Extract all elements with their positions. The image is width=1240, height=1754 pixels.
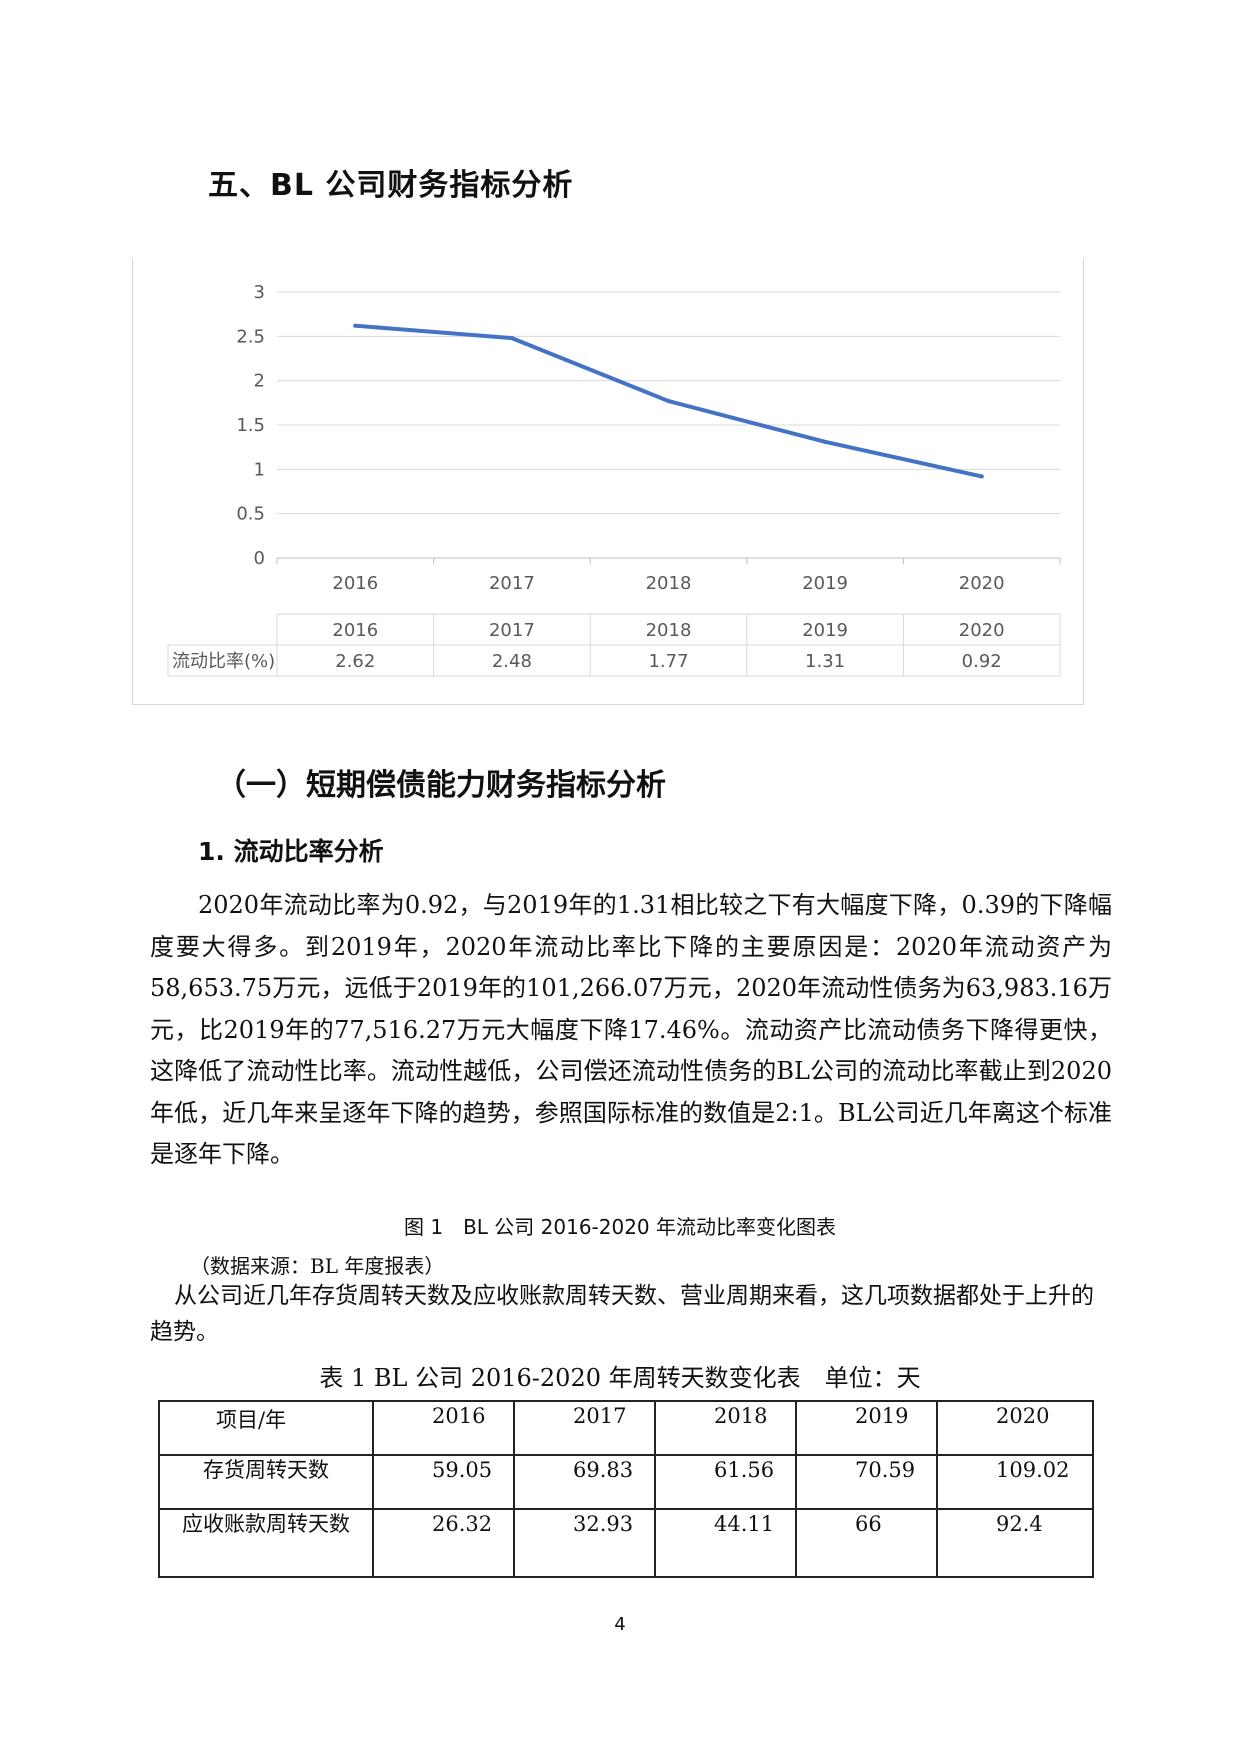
- turnover-days-table: 项目/年 2016 2017 2018 2019 2020 存货周转天数 59.…: [158, 1400, 1094, 1578]
- data-table-value: 1.31: [805, 651, 845, 672]
- data-table-value: 2.48: [492, 651, 532, 672]
- table-header-cell: 2019: [795, 1400, 938, 1456]
- table-cell: 66: [795, 1508, 938, 1578]
- table-cell: 59.05: [372, 1454, 515, 1510]
- y-tick-label: 0.5: [236, 504, 265, 525]
- figure-caption: 图 1 BL 公司 2016-2020 年流动比率变化图表: [403, 1215, 837, 1239]
- table-header-cell: 2016: [372, 1400, 515, 1456]
- analysis-paragraph: 从公司近几年存货周转天数及应收账款周转天数、营业周期来看，这几项数据都处于上升的…: [150, 1278, 1110, 1350]
- section-title: 五、BL 公司财务指标分析: [208, 168, 574, 203]
- table-header-row: 项目/年 2016 2017 2018 2019 2020: [158, 1400, 1094, 1456]
- y-tick-label: 1.5: [236, 415, 265, 436]
- analysis-paragraph-text: 从公司近几年存货周转天数及应收账款周转天数、营业周期来看，这几项数据都处于上升的…: [150, 1283, 1094, 1345]
- data-point: [666, 399, 671, 404]
- table-cell: 32.93: [513, 1508, 656, 1578]
- table-header-cell: 2017: [513, 1400, 656, 1456]
- subsubsection-title: 1. 流动比率分析: [198, 837, 384, 866]
- data-table-value: 1.77: [648, 651, 688, 672]
- y-tick-label: 0: [254, 548, 265, 569]
- table-cell: 44.11: [654, 1508, 797, 1578]
- table-header-cell: 2020: [936, 1400, 1094, 1456]
- table-cell: 26.32: [372, 1508, 515, 1578]
- table-cell: 109.02: [936, 1454, 1094, 1510]
- table-row-label: 应收账款周转天数: [158, 1508, 374, 1578]
- x-tick-label: 2020: [959, 573, 1005, 594]
- table-cell: 61.56: [654, 1454, 797, 1510]
- data-table-header: 2018: [646, 620, 692, 641]
- table-cell: 69.83: [513, 1454, 656, 1510]
- y-tick-label: 1: [254, 459, 265, 480]
- subsection-title: （一）短期偿债能力财务指标分析: [216, 768, 666, 803]
- x-tick-label: 2016: [332, 573, 378, 594]
- data-table-header: 2020: [959, 620, 1005, 641]
- y-tick-label: 2: [254, 371, 265, 392]
- data-point: [509, 336, 514, 341]
- table-row: 应收账款周转天数 26.32 32.93 44.11 66 92.4: [158, 1508, 1094, 1578]
- body-paragraph: 2020年流动比率为0.92，与2019年的1.31相比较之下有大幅度下降，0.…: [150, 885, 1112, 1176]
- table-header-cell: 2018: [654, 1400, 797, 1456]
- table-cell: 70.59: [795, 1454, 938, 1510]
- data-point: [353, 323, 358, 328]
- page-number: 4: [614, 1614, 626, 1635]
- y-tick-label: 3: [254, 282, 265, 303]
- x-tick-label: 2018: [646, 573, 692, 594]
- chart-frame: [132, 258, 1084, 705]
- data-table-row-label: 流动比率(%): [172, 651, 275, 672]
- line-chart: 0 0.5 1 1.5 2 2.5 3 2016 2017 2018 2019 2020 2016 2…: [167, 282, 1061, 677]
- table-row: 存货周转天数 59.05 69.83 61.56 70.59 109.02: [158, 1454, 1094, 1510]
- data-point: [979, 474, 984, 479]
- x-tick-label: 2019: [802, 573, 848, 594]
- data-source: （数据来源：BL 年度报表）: [190, 1254, 445, 1278]
- data-point: [823, 439, 828, 444]
- data-table-value: 0.92: [962, 651, 1002, 672]
- data-table-header: 2016: [332, 620, 378, 641]
- table-title: 表 1 BL 公司 2016-2020 年周转天数变化表 单位：天: [319, 1364, 921, 1392]
- data-table-value: 2.62: [335, 651, 375, 672]
- table-header-cell: 项目/年: [158, 1400, 374, 1456]
- table-cell: 92.4: [936, 1508, 1094, 1578]
- body-paragraph-text: 2020年流动比率为0.92，与2019年的1.31相比较之下有大幅度下降，0.…: [150, 891, 1112, 1168]
- data-table-header: 2017: [489, 620, 535, 641]
- table-row-label: 存货周转天数: [158, 1454, 374, 1510]
- data-table-header: 2019: [802, 620, 848, 641]
- x-tick-label: 2017: [489, 573, 535, 594]
- y-tick-label: 2.5: [236, 326, 265, 347]
